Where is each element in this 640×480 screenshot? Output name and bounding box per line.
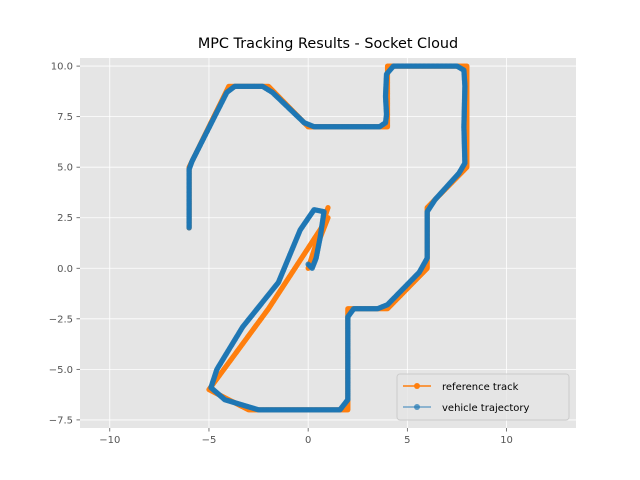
legend-label-vehicle: vehicle trajectory xyxy=(442,403,530,414)
x-tick-label: 0 xyxy=(305,435,311,446)
y-tick-label: 0.0 xyxy=(57,264,73,275)
legend-marker-reference xyxy=(414,383,420,389)
y-tick-label: 7.5 xyxy=(57,112,73,123)
series-1 xyxy=(186,63,468,413)
legend: reference track vehicle trajectory xyxy=(396,373,570,421)
y-tick-label: −7.5 xyxy=(49,415,73,426)
legend-marker-vehicle xyxy=(414,404,420,410)
x-axis-ticks: −10 −5 0 5 10 xyxy=(99,428,513,446)
x-tick-label: −10 xyxy=(99,435,120,446)
chart-title: MPC Tracking Results - Socket Cloud xyxy=(198,36,458,52)
x-tick-label: 5 xyxy=(404,435,410,446)
x-tick-label: 10 xyxy=(500,435,513,446)
y-tick-label: 5.0 xyxy=(57,163,73,174)
y-tick-label: −2.5 xyxy=(49,314,73,325)
y-tick-label: 2.5 xyxy=(57,213,73,224)
y-tick-label: −5.0 xyxy=(49,365,73,376)
y-tick-label: 10.0 xyxy=(51,62,73,73)
legend-label-reference: reference track xyxy=(442,382,519,393)
legend-box xyxy=(396,373,570,421)
series-layer xyxy=(186,63,470,413)
series-point xyxy=(305,261,311,267)
plot-area xyxy=(80,58,576,428)
series-point xyxy=(325,205,331,211)
x-tick-label: −5 xyxy=(202,435,217,446)
y-axis-ticks: −7.5 −5.0 −2.5 0.0 2.5 5.0 7.5 10.0 xyxy=(49,62,80,426)
